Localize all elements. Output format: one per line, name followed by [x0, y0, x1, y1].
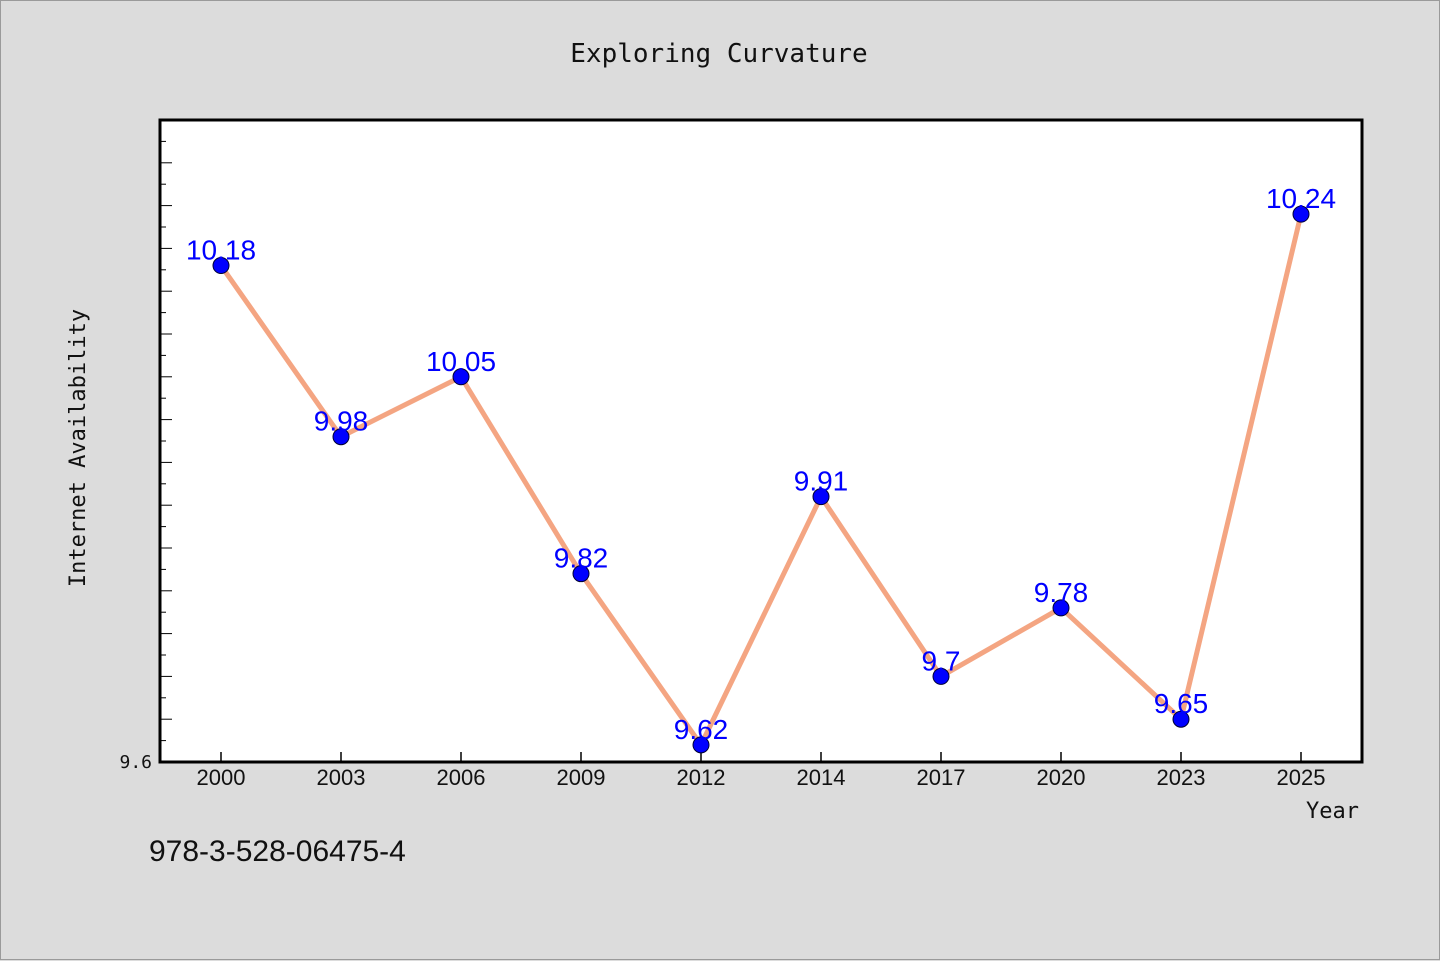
data-point	[572, 565, 590, 583]
data-label: 9.62	[674, 714, 729, 745]
x-tick-label: 2014	[797, 765, 846, 790]
data-point	[332, 428, 350, 446]
data-point	[1172, 710, 1190, 728]
x-axis-ticks: 2000 2003 2006 2009 2012 2014 2017 2020 2023 2025	[197, 752, 1326, 790]
x-tick-label: 2006	[437, 765, 486, 790]
data-point	[692, 736, 710, 754]
data-label: 9.91	[794, 466, 849, 497]
data-point	[932, 667, 950, 685]
data-label: 9.65	[1154, 688, 1209, 719]
x-axis-label: Year	[1306, 799, 1359, 824]
data-point	[452, 368, 470, 386]
x-tick-label: 2009	[557, 765, 606, 790]
x-tick-label: 2023	[1157, 765, 1206, 790]
y-axis-ticks: 9.6	[119, 140, 172, 773]
data-label: 9.98	[314, 406, 369, 437]
x-tick-label: 2025	[1277, 765, 1326, 790]
data-point	[1292, 205, 1310, 223]
data-label: 10.18	[186, 235, 256, 266]
x-tick-label: 2020	[1037, 765, 1086, 790]
data-label: 9.82	[554, 543, 609, 574]
data-label: 10.05	[426, 346, 496, 377]
y-axis-label: Internet Availability	[66, 309, 91, 587]
x-tick-label: 2017	[917, 765, 966, 790]
data-label: 9.7	[922, 645, 961, 676]
series-group: 10.18 9.98 10.05 9.82 9.62 9.91 9.7 9.78 9.65 10.…	[186, 183, 1336, 754]
x-tick-label: 2000	[197, 765, 246, 790]
isbn-text: 978-3-528-06475-4	[149, 835, 406, 868]
chart-title: Exploring Curvature	[570, 39, 867, 69]
data-label: 9.78	[1034, 577, 1089, 608]
y-tick-label: 9.6	[119, 752, 152, 773]
data-label: 10.24	[1266, 183, 1336, 214]
data-point	[812, 488, 830, 506]
series-line	[218, 213, 1304, 748]
x-tick-label: 2003	[317, 765, 366, 790]
x-tick-label: 2012	[677, 765, 726, 790]
plot-area	[158, 118, 1364, 764]
data-point	[1052, 599, 1070, 617]
data-point	[212, 257, 230, 275]
